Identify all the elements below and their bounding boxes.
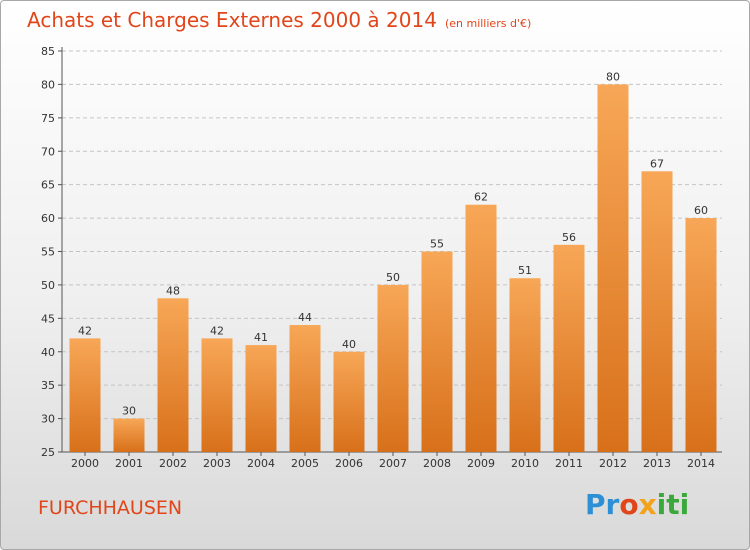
data-label-2004: 41 <box>254 331 268 344</box>
x-tick-label: 2000 <box>71 457 99 470</box>
data-label-2012: 80 <box>606 70 620 83</box>
bar-2010[interactable] <box>509 278 541 452</box>
x-tick-label: 2005 <box>291 457 319 470</box>
bar-2014[interactable] <box>685 218 717 452</box>
y-tick-label: 35 <box>41 379 55 392</box>
x-tick-label: 2006 <box>335 457 363 470</box>
x-tick-labels: 2000 2001 2002 2003 2004 2005 2006 2007 2008 2009… <box>71 457 715 470</box>
bar-2008[interactable] <box>421 251 453 453</box>
bar-2013[interactable] <box>641 171 673 453</box>
bar-2011[interactable] <box>553 244 585 452</box>
commune-name: FURCHHAUSEN <box>38 497 183 519</box>
bar-2003[interactable] <box>201 338 233 452</box>
x-tick-label: 2010 <box>511 457 539 470</box>
data-labels: 42 30 48 42 41 44 40 50 55 62 51 56 80 67 60 <box>78 70 708 417</box>
x-tick-label: 2003 <box>203 457 231 470</box>
y-tick-label: 85 <box>41 45 55 58</box>
x-tick-label: 2013 <box>643 457 671 470</box>
proxiti-logo[interactable]: Proxiti <box>585 488 689 521</box>
data-label-2010: 51 <box>518 264 532 277</box>
bar-2012[interactable] <box>597 84 629 453</box>
x-tick-label: 2014 <box>687 457 715 470</box>
x-tick-label: 2004 <box>247 457 275 470</box>
chart-title: Achats et Charges Externes 2000 à 2014 (e… <box>27 8 531 32</box>
logo-part-2: o <box>619 488 639 521</box>
x-tick-label: 2001 <box>115 457 143 470</box>
y-tick-label: 75 <box>41 112 55 125</box>
y-tick-label: 25 <box>41 446 55 459</box>
y-tick-label: 65 <box>41 179 55 192</box>
bar-2004[interactable] <box>245 345 277 452</box>
chart-unit: (en milliers d'€) <box>444 17 532 30</box>
data-label-2009: 62 <box>474 191 488 204</box>
y-tick-label: 30 <box>41 413 55 426</box>
data-label-2007: 50 <box>386 271 400 284</box>
x-tick-label: 2012 <box>599 457 627 470</box>
data-label-2002: 48 <box>166 284 180 297</box>
data-label-2003: 42 <box>210 324 224 337</box>
y-tick-label: 60 <box>41 212 55 225</box>
x-tick-label: 2002 <box>159 457 187 470</box>
chart-title-text: Achats et Charges Externes 2000 à 2014 <box>27 8 437 32</box>
data-label-2000: 42 <box>78 324 92 337</box>
x-tick-label: 2011 <box>555 457 583 470</box>
data-label-2013: 67 <box>650 157 664 170</box>
logo-part-1: Pr <box>585 488 620 521</box>
y-tick-label: 40 <box>41 346 55 359</box>
data-label-2005: 44 <box>298 311 312 324</box>
bar-2009[interactable] <box>465 204 497 452</box>
x-tick-label: 2007 <box>379 457 407 470</box>
y-tick-label: 50 <box>41 279 55 292</box>
bars <box>69 84 717 453</box>
bar-2006[interactable] <box>333 351 365 452</box>
data-label-2014: 60 <box>694 204 708 217</box>
data-label-2006: 40 <box>342 338 356 351</box>
data-label-2001: 30 <box>122 405 136 418</box>
y-tick-label: 80 <box>41 78 55 91</box>
data-label-2008: 55 <box>430 238 444 251</box>
y-tick-label: 55 <box>41 246 55 259</box>
bar-2001[interactable] <box>113 418 145 452</box>
bar-2000[interactable] <box>69 338 101 452</box>
bar-2002[interactable] <box>157 298 189 452</box>
bar-2007[interactable] <box>377 284 409 452</box>
y-tick-label: 70 <box>41 145 55 158</box>
data-label-2011: 56 <box>562 231 576 244</box>
y-tick-label: 45 <box>41 312 55 325</box>
x-tick-label: 2008 <box>423 457 451 470</box>
logo-part-4: iti <box>656 488 690 521</box>
logo-part-3: x <box>638 488 657 521</box>
x-tick-label: 2009 <box>467 457 495 470</box>
y-tick-labels: 25 30 35 40 45 50 55 60 65 70 75 80 85 <box>41 45 55 459</box>
bar-2005[interactable] <box>289 325 321 452</box>
